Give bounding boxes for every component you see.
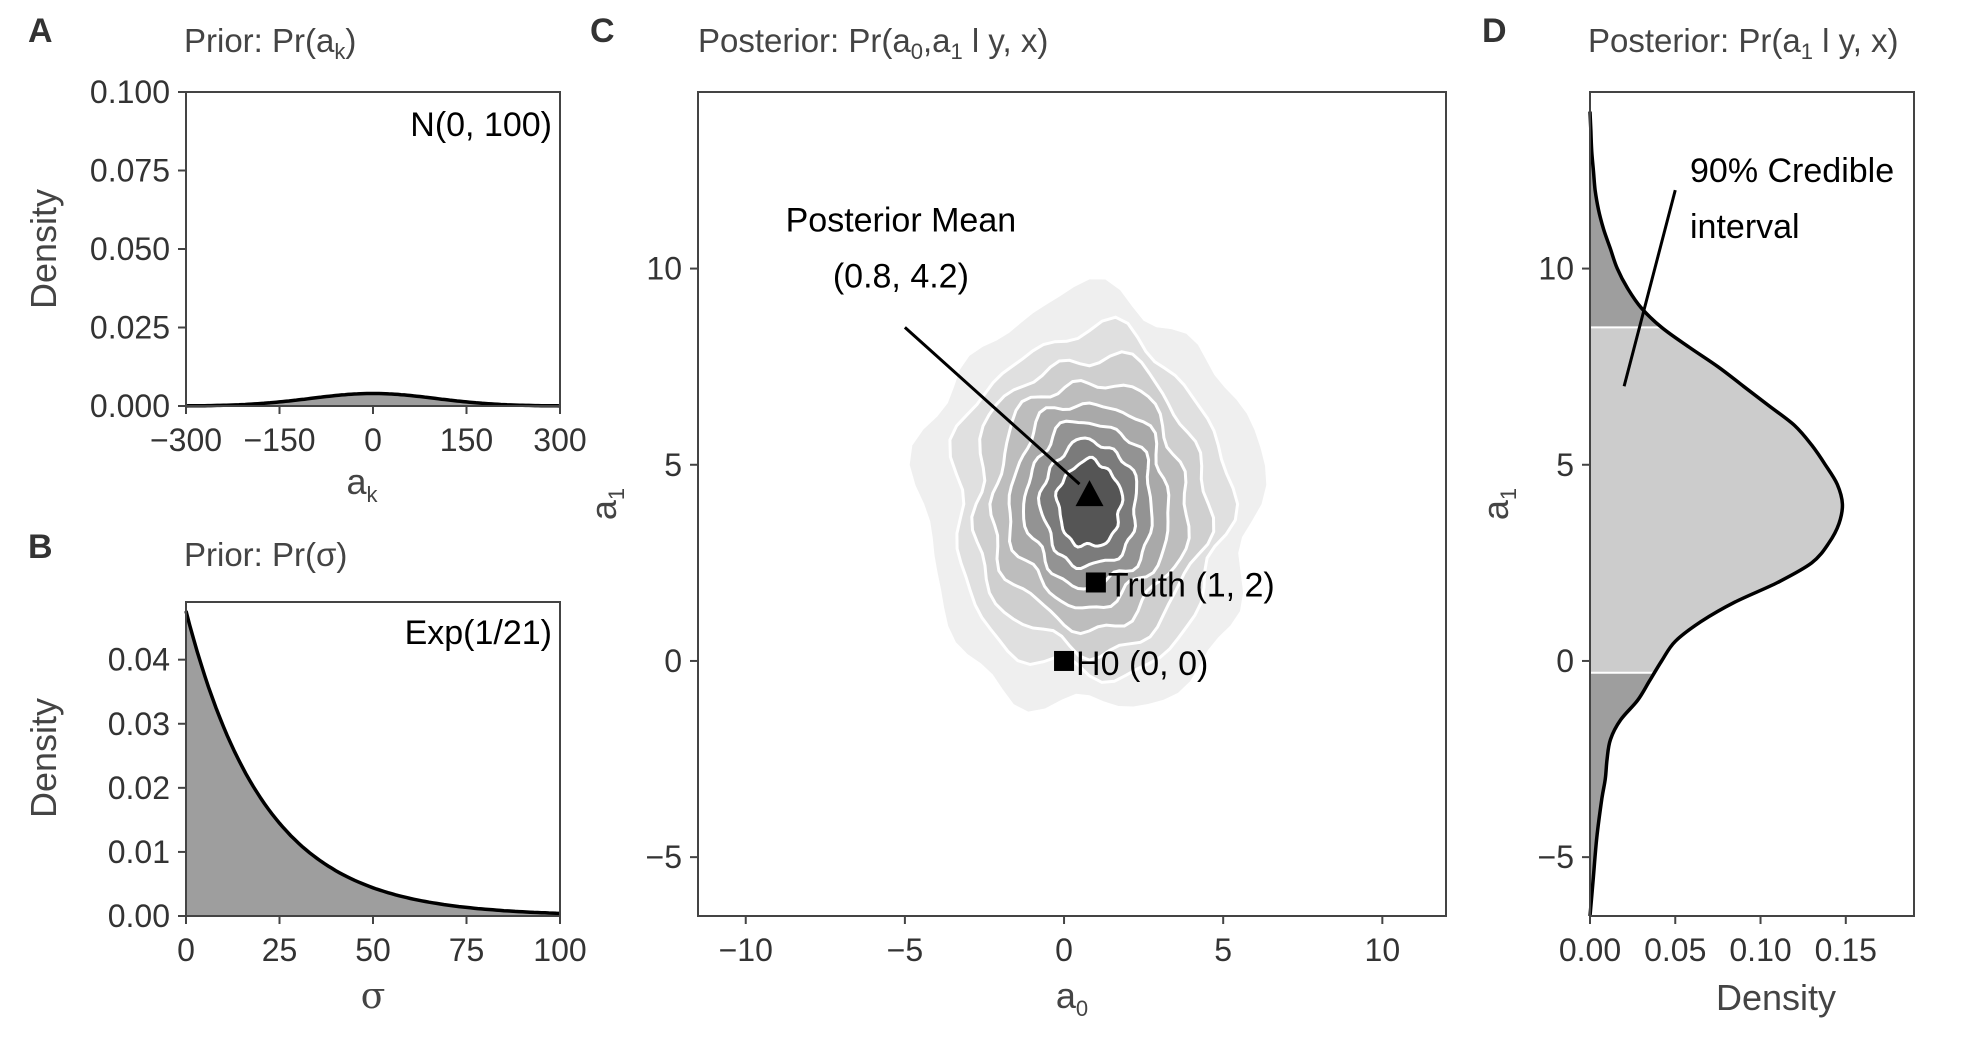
panel-d-xtick-label: 0.00 bbox=[1559, 932, 1621, 968]
panel-c-xtick-label: −10 bbox=[719, 932, 773, 968]
panel-a-xtick-label: −150 bbox=[243, 422, 315, 458]
panel-b-ticks: 0 25 50 75 100 0.00 0.01 0.02 0.03 0.04 bbox=[108, 642, 587, 968]
panel-c-ticks: −10 −5 0 5 10 −5 0 5 10 bbox=[646, 251, 1401, 968]
panel-c-xtick-label: 0 bbox=[1055, 932, 1073, 968]
panel-c-ytick-label: 0 bbox=[664, 643, 682, 679]
panel-b-density-line bbox=[184, 610, 561, 916]
panel-b-xtick-label: 100 bbox=[533, 932, 586, 968]
panel-c-ytick-label: 5 bbox=[664, 447, 682, 483]
panel-c-ylabel: a1 bbox=[583, 488, 629, 520]
panel-c-xtick-label: 5 bbox=[1214, 932, 1232, 968]
panel-c-markers bbox=[903, 326, 1106, 671]
panel-b-xtick-label: 75 bbox=[449, 932, 485, 968]
panel-c-xlabel: a0 bbox=[1056, 975, 1088, 1021]
panel-b-distribution-label: Exp(1/21) bbox=[405, 614, 552, 652]
panel-b-xtick-label: 25 bbox=[262, 932, 298, 968]
panel-d: D Posterior: Pr(a1 l y, x) 0.00 0.05 0.10 0… bbox=[1475, 12, 1915, 1018]
panel-a-ytick-label: 0.100 bbox=[90, 74, 170, 110]
panel-a-xtick-label: 150 bbox=[440, 422, 493, 458]
panel-d-ytick-label: 0 bbox=[1556, 643, 1574, 679]
panel-b-ytick-label: 0.04 bbox=[108, 642, 170, 678]
h0-marker bbox=[1054, 650, 1075, 671]
truth-label: Truth (1, 2) bbox=[1108, 566, 1275, 604]
panel-b-ytick-label: 0.01 bbox=[108, 834, 170, 870]
panel-d-density-line bbox=[1588, 111, 1845, 917]
panel-d-ytick-label: −5 bbox=[1538, 839, 1574, 875]
panel-a-xtick-label: 300 bbox=[533, 422, 586, 458]
panel-c-xtick-label: 10 bbox=[1365, 932, 1401, 968]
panel-b-plot-area bbox=[184, 610, 561, 917]
truth-marker bbox=[1085, 572, 1106, 593]
panel-d-xlabel: Density bbox=[1716, 977, 1836, 1018]
panel-a-plot-area bbox=[185, 391, 561, 408]
panel-a-ytick-label: 0.025 bbox=[90, 310, 170, 346]
panel-a-ylabel: Density bbox=[23, 189, 64, 309]
credible-interval-label-line2: interval bbox=[1690, 208, 1800, 246]
panel-b-letter: B bbox=[28, 528, 53, 566]
panel-c-ytick-label: 10 bbox=[646, 251, 682, 287]
panel-d-ytick-label: 10 bbox=[1538, 251, 1574, 287]
panel-a-ytick-label: 0.050 bbox=[90, 231, 170, 267]
panel-a-xtick-label: 0 bbox=[364, 422, 382, 458]
panel-b-xtick-label: 0 bbox=[177, 932, 195, 968]
panel-d-xtick-label: 0.10 bbox=[1729, 932, 1791, 968]
panel-a-xlabel: ak bbox=[346, 461, 378, 507]
panel-a-title: Prior: Pr(ak) bbox=[184, 22, 356, 64]
panel-b-ytick-label: 0.00 bbox=[108, 898, 170, 934]
panel-d-title: Posterior: Pr(a1 l y, x) bbox=[1588, 22, 1899, 64]
panel-a: A Prior: Pr(ak) −300 −150 0 150 300 0.000 0.02… bbox=[23, 12, 587, 507]
panel-d-xtick-label: 0.05 bbox=[1644, 932, 1706, 968]
panel-c-letter: C bbox=[590, 12, 615, 50]
h0-label: H0 (0, 0) bbox=[1076, 645, 1208, 683]
panel-b: B Prior: Pr(σ) 0 25 50 75 100 0.00 0.01 0.02 0.0… bbox=[23, 528, 587, 1017]
panel-c-frame bbox=[697, 91, 1447, 917]
posterior-mean-label: Posterior Mean bbox=[786, 201, 1017, 239]
panel-a-distribution-label: N(0, 100) bbox=[410, 106, 552, 144]
panel-d-letter: D bbox=[1482, 12, 1507, 50]
panel-a-letter: A bbox=[28, 12, 53, 50]
panel-b-density-fill bbox=[186, 611, 560, 916]
panel-d-ytick-label: 5 bbox=[1556, 447, 1574, 483]
panel-d-ylabel: a1 bbox=[1475, 488, 1521, 520]
panel-d-frame bbox=[1589, 91, 1915, 917]
panel-b-ytick-label: 0.03 bbox=[108, 706, 170, 742]
panel-c: C Posterior: Pr(a0,a1 l y, x) −10 −5 0 5 10−… bbox=[583, 12, 1447, 1021]
panel-c-ytick-label: −5 bbox=[646, 839, 682, 875]
panel-b-xlabel: σ bbox=[361, 976, 386, 1017]
panel-c-xtick-label: −5 bbox=[887, 932, 923, 968]
panel-b-xtick-label: 50 bbox=[355, 932, 391, 968]
panel-a-ticks: −300 −150 0 150 300 0.000 0.025 0.050 0.075 0.100 bbox=[90, 74, 587, 458]
panel-b-ylabel: Density bbox=[23, 698, 64, 818]
credible-interval-label-line1: 90% Credible bbox=[1690, 152, 1894, 190]
credible-interval-pointer bbox=[1622, 189, 1677, 387]
posterior-mean-value: (0.8, 4.2) bbox=[833, 257, 969, 295]
panel-c-title: Posterior: Pr(a0,a1 l y, x) bbox=[698, 22, 1048, 64]
panel-a-ytick-label: 0.000 bbox=[90, 388, 170, 424]
panel-d-credible-interval-fill bbox=[1590, 327, 1843, 673]
panel-a-ytick-label: 0.075 bbox=[90, 153, 170, 189]
panel-a-density-line bbox=[185, 391, 561, 408]
posterior-mean-marker bbox=[1075, 480, 1104, 507]
posterior-mean-arrow bbox=[903, 326, 1081, 486]
panel-d-ticks: 0.00 0.05 0.10 0.15 −5 0 5 10 bbox=[1538, 251, 1877, 968]
panel-a-xtick-label: −300 bbox=[150, 422, 222, 458]
panel-b-title: Prior: Pr(σ) bbox=[184, 536, 347, 573]
panel-b-ytick-label: 0.02 bbox=[108, 770, 170, 806]
panel-d-xtick-label: 0.15 bbox=[1815, 932, 1877, 968]
